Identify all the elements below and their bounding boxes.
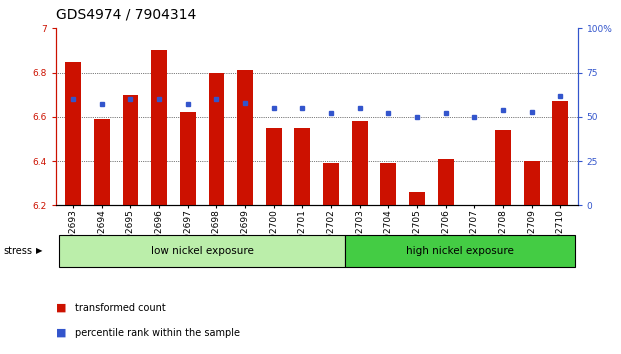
Bar <box>345 235 574 267</box>
Text: high nickel exposure: high nickel exposure <box>406 246 514 256</box>
Text: ■: ■ <box>56 328 66 338</box>
Bar <box>151 50 167 205</box>
Bar <box>209 73 224 205</box>
Bar <box>409 192 425 205</box>
Bar <box>438 159 453 205</box>
Bar <box>524 161 540 205</box>
Bar <box>237 70 253 205</box>
Bar <box>381 163 396 205</box>
Text: transformed count: transformed count <box>75 303 165 313</box>
Text: stress: stress <box>3 246 32 256</box>
Bar <box>266 128 281 205</box>
Bar <box>94 119 110 205</box>
Bar <box>294 128 310 205</box>
Bar <box>352 121 368 205</box>
Text: ▶: ▶ <box>36 246 42 255</box>
Text: ■: ■ <box>56 303 66 313</box>
Text: low nickel exposure: low nickel exposure <box>151 246 253 256</box>
Bar <box>495 130 511 205</box>
Bar <box>122 95 138 205</box>
Bar <box>180 113 196 205</box>
Text: GDS4974 / 7904314: GDS4974 / 7904314 <box>56 7 196 21</box>
Bar <box>65 62 81 205</box>
Bar <box>553 101 568 205</box>
Bar <box>59 235 345 267</box>
Bar <box>323 163 339 205</box>
Text: percentile rank within the sample: percentile rank within the sample <box>75 328 240 338</box>
